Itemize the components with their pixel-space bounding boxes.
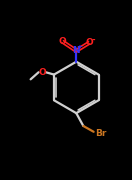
Text: Br: Br [96,129,107,138]
Text: O: O [38,68,46,77]
Text: N: N [72,46,80,55]
Text: +: + [77,44,82,50]
Text: O: O [59,37,67,46]
Text: -: - [91,36,95,45]
Text: O: O [85,38,93,47]
